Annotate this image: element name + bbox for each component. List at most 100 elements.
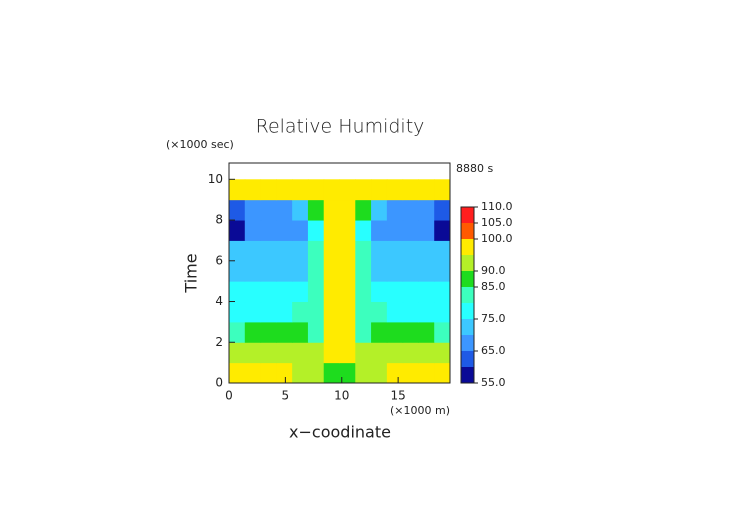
y-axis-label: Time bbox=[182, 253, 201, 293]
contour-cell bbox=[307, 281, 325, 303]
contour-cell bbox=[355, 342, 372, 364]
contour-cell bbox=[402, 220, 419, 241]
contour-cell bbox=[307, 362, 325, 384]
contour-cell bbox=[260, 220, 277, 241]
y-tick-label: 0 bbox=[215, 376, 223, 390]
contour-cell bbox=[355, 199, 372, 221]
contour-cell bbox=[229, 362, 246, 384]
contour-cell bbox=[434, 301, 451, 323]
contour-cell bbox=[434, 220, 451, 241]
contour-cell bbox=[276, 260, 293, 282]
contour-cell bbox=[323, 179, 340, 201]
x-unit: (×1000 m) bbox=[390, 404, 450, 417]
contour-cell bbox=[276, 220, 293, 241]
contour-cell bbox=[307, 301, 325, 323]
contour-cell bbox=[307, 342, 325, 364]
contour-cell bbox=[323, 342, 340, 364]
contour-cell bbox=[229, 321, 246, 343]
contour-cell bbox=[418, 179, 435, 201]
colorbar-segment bbox=[461, 335, 474, 351]
contour-cell bbox=[292, 362, 309, 384]
contour-cell bbox=[307, 199, 325, 221]
contour-cell bbox=[355, 220, 372, 241]
contour-cell bbox=[244, 199, 262, 221]
x-tick-label: 5 bbox=[282, 389, 290, 403]
contour-cell bbox=[402, 179, 419, 201]
colorbar-tick-label: 85.0 bbox=[481, 280, 506, 293]
contour-cell bbox=[355, 260, 372, 282]
contour-cell bbox=[276, 362, 293, 384]
time-stamp: 8880 s bbox=[456, 162, 493, 175]
contour-cell bbox=[371, 240, 388, 262]
contour-cell bbox=[244, 281, 262, 303]
contour-cell bbox=[418, 199, 435, 221]
contour-cell bbox=[260, 240, 277, 262]
contour-cell bbox=[339, 179, 356, 201]
contour-cell bbox=[323, 301, 340, 323]
contour-cell bbox=[339, 362, 356, 384]
colorbar-segment bbox=[461, 239, 474, 255]
contour-cell bbox=[276, 321, 293, 343]
contour-cell bbox=[307, 321, 325, 343]
colorbar-tick-label: 90.0 bbox=[481, 264, 506, 277]
contour-cell bbox=[434, 240, 451, 262]
contour-cell bbox=[244, 301, 262, 323]
colorbar-tick-label: 75.0 bbox=[481, 312, 506, 325]
contour-cell bbox=[323, 199, 340, 221]
contour-cell bbox=[229, 179, 246, 201]
contour-cell bbox=[244, 240, 262, 262]
contour-cell bbox=[386, 301, 404, 323]
contour-cell bbox=[402, 281, 419, 303]
x-tick-label: 15 bbox=[390, 389, 405, 403]
contour-cell bbox=[307, 179, 325, 201]
contour-cell bbox=[323, 281, 340, 303]
contour-cell bbox=[229, 199, 246, 221]
contour-cell bbox=[386, 199, 404, 221]
contour-cell bbox=[323, 260, 340, 282]
contour-cell bbox=[386, 342, 404, 364]
contour-cell bbox=[292, 260, 309, 282]
y-tick-label: 4 bbox=[215, 294, 223, 308]
contour-cell bbox=[418, 281, 435, 303]
contour-cell bbox=[292, 199, 309, 221]
chart-title: Relative Humidity bbox=[256, 116, 425, 138]
contour-cell bbox=[244, 362, 262, 384]
contour-cell bbox=[402, 362, 419, 384]
contour-cell bbox=[339, 220, 356, 241]
contour-cell bbox=[292, 220, 309, 241]
contour-cell bbox=[434, 179, 451, 201]
contour-cell bbox=[434, 362, 451, 384]
contour-cell bbox=[307, 260, 325, 282]
contour-cell bbox=[418, 240, 435, 262]
contour-cell bbox=[371, 179, 388, 201]
y-tick-label: 2 bbox=[215, 335, 223, 349]
contour-cell bbox=[386, 281, 404, 303]
colorbar-tick-label: 55.0 bbox=[481, 376, 506, 389]
contour-cell bbox=[323, 362, 340, 384]
contour-cell bbox=[292, 240, 309, 262]
contour-cell bbox=[402, 342, 419, 364]
contour-cell bbox=[434, 281, 451, 303]
contour-cell bbox=[339, 260, 356, 282]
contour-cell bbox=[323, 240, 340, 262]
contour-cell bbox=[402, 301, 419, 323]
contour-cell bbox=[260, 260, 277, 282]
contour-cell bbox=[276, 281, 293, 303]
y-unit: (×1000 sec) bbox=[166, 138, 234, 151]
contour-cell bbox=[244, 179, 262, 201]
colorbar-tick-label: 110.0 bbox=[481, 200, 513, 213]
contour-cell bbox=[371, 220, 388, 241]
colorbar-frame bbox=[460, 206, 475, 384]
colorbar-tick-label: 100.0 bbox=[481, 232, 513, 245]
contour-cell bbox=[355, 301, 372, 323]
contour-cell bbox=[418, 342, 435, 364]
colorbar-tick-label: 65.0 bbox=[481, 344, 506, 357]
contour-cell bbox=[323, 321, 340, 343]
contour-cell bbox=[229, 281, 246, 303]
contour-cell bbox=[418, 301, 435, 323]
contour-cell bbox=[244, 342, 262, 364]
colorbar-segment bbox=[461, 271, 474, 287]
contour-cell bbox=[229, 240, 246, 262]
contour-cell bbox=[339, 281, 356, 303]
contour-cell bbox=[276, 342, 293, 364]
